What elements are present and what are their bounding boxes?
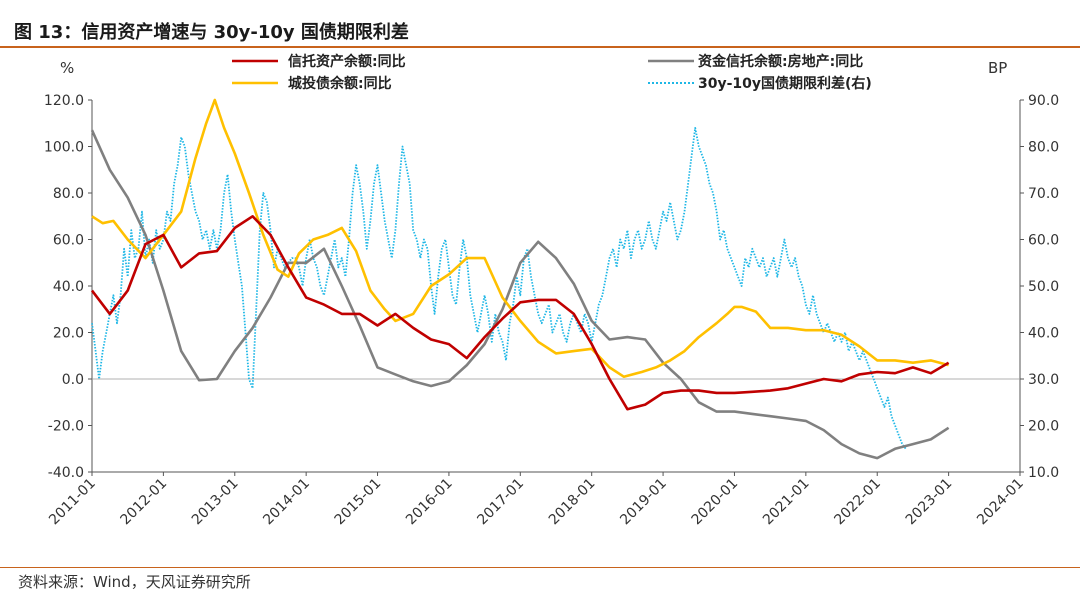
x-tick-label: 2022-01: [831, 476, 884, 529]
left-tick-labels: 120.0 100.0 80.0 60.0 40.0 20.0 0.0 -20.0 -40.0: [44, 93, 92, 481]
x-tick-label: 2013-01: [189, 476, 242, 529]
right-tick-label: 10.0: [1028, 465, 1059, 481]
left-tick-label: -20.0: [48, 419, 84, 435]
chart-legend: 信托资产余额:同比 资金信托余额:房地产:同比 城投债余额:同比 30y-10y…: [232, 53, 872, 92]
x-tick-labels: 2011-01 2012-01 2013-01 2014-01 2015-01 2016-…: [46, 472, 1027, 528]
x-tick-label: 2011-01: [46, 476, 99, 529]
legend-label-spread: 30y-10y国债期限利差(右): [698, 75, 872, 92]
legend-item-spread: 30y-10y国债期限利差(右): [648, 75, 872, 92]
legend-item-chengtou: 城投债余额:同比: [232, 75, 392, 92]
source-note: 资料来源：Wind，天风证券研究所: [18, 573, 251, 591]
x-tick-label: 2017-01: [474, 476, 527, 529]
left-tick-label: 20.0: [53, 326, 84, 342]
series-trust-property-line: [90, 129, 950, 460]
x-tick-label: 2023-01: [903, 476, 956, 529]
legend-label-trust: 信托资产余额:同比: [288, 53, 406, 70]
line-chart: % BP 120.0 100.0 80.0 60.0 40.0 20.0 0.0 -20.0 -…: [44, 53, 1059, 528]
legend-item-trust: 信托资产余额:同比: [232, 53, 406, 70]
right-tick-label: 80.0: [1028, 140, 1059, 156]
x-tick-label: 2020-01: [689, 476, 742, 529]
x-tick-label: 2019-01: [617, 476, 670, 529]
legend-label-chengtou: 城投债余额:同比: [288, 75, 392, 92]
series-chengtou-line: [91, 98, 949, 379]
x-tick-label: 2016-01: [403, 476, 456, 529]
right-axis-unit: BP: [988, 59, 1007, 77]
x-tick-label: 2012-01: [118, 476, 171, 529]
legend-item-trust-property: 资金信托余额:房地产:同比: [648, 53, 863, 70]
x-tick-label: 2018-01: [546, 476, 599, 529]
left-tick-label: 80.0: [53, 186, 84, 202]
left-axis-unit: %: [60, 59, 74, 77]
left-tick-label: 100.0: [44, 140, 84, 156]
right-tick-labels: 90.0 80.0 70.0 60.0 50.0 40.0 30.0 20.0 10.0: [1020, 93, 1059, 481]
left-tick-label: 120.0: [44, 93, 84, 109]
footer-divider: [0, 567, 1080, 568]
series-trust-line: [90, 215, 950, 411]
left-tick-label: 60.0: [53, 233, 84, 249]
right-tick-label: 90.0: [1028, 93, 1059, 109]
right-tick-label: 30.0: [1028, 372, 1059, 388]
right-tick-label: 40.0: [1028, 326, 1059, 342]
left-tick-label: 40.0: [53, 279, 84, 295]
left-tick-label: -40.0: [48, 465, 84, 481]
x-tick-label: 2021-01: [760, 476, 813, 529]
title-divider: [0, 46, 1080, 48]
right-tick-label: 70.0: [1028, 186, 1059, 202]
right-tick-label: 20.0: [1028, 419, 1059, 435]
chart-axes: [91, 100, 1021, 473]
legend-label-trust-property: 资金信托余额:房地产:同比: [698, 53, 863, 70]
series-layer: [90, 98, 950, 460]
x-tick-label: 2024-01: [974, 476, 1027, 529]
x-tick-label: 2014-01: [260, 476, 313, 529]
right-tick-label: 60.0: [1028, 233, 1059, 249]
chart-title: 图 13：信用资产增速与 30y-10y 国债期限利差: [14, 22, 409, 43]
left-tick-label: 0.0: [62, 372, 84, 388]
right-tick-label: 50.0: [1028, 279, 1059, 295]
x-tick-label: 2015-01: [332, 476, 385, 529]
